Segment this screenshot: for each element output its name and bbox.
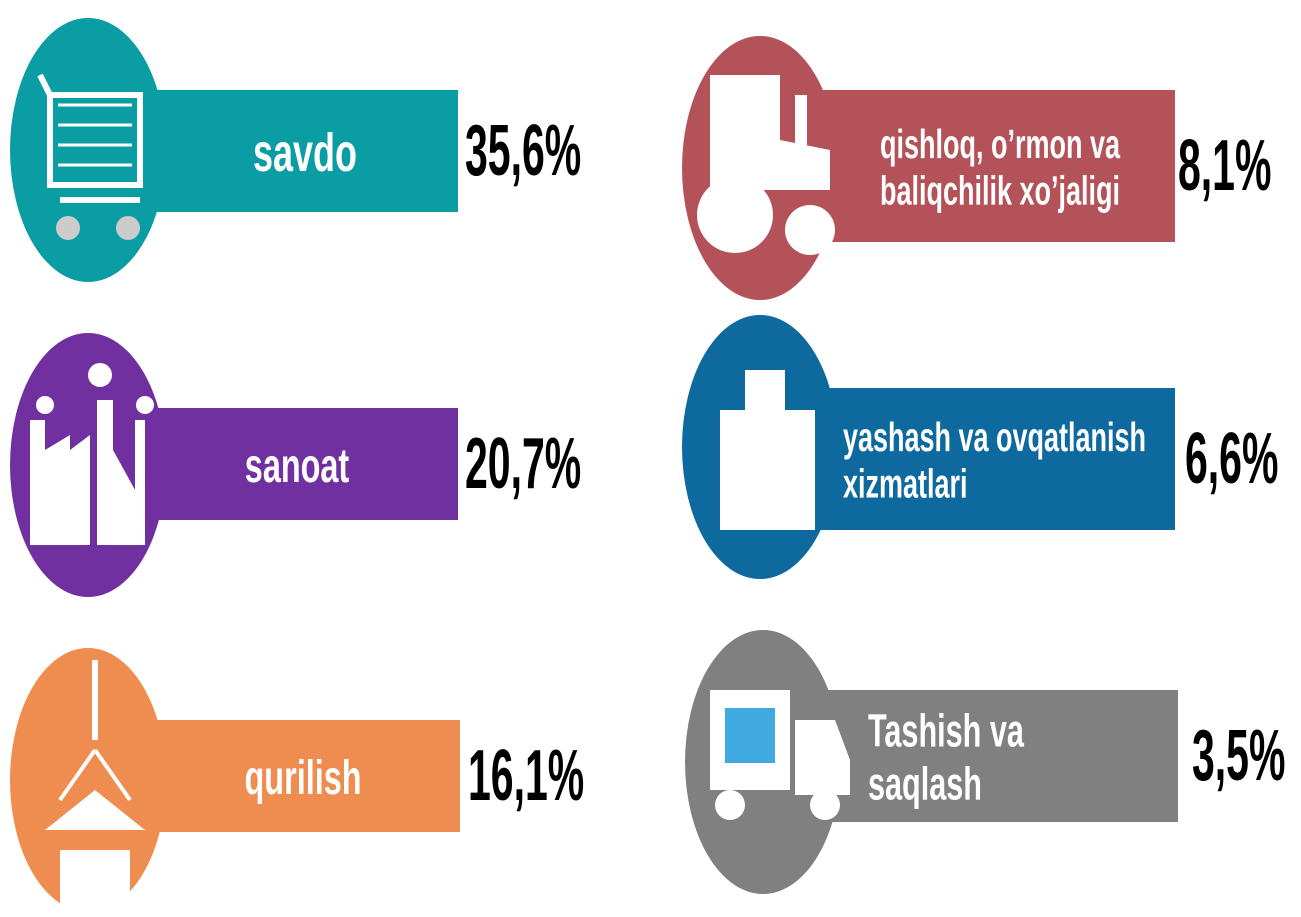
tractor-icon (697, 75, 835, 255)
sector-percent: 35,6% (465, 111, 581, 191)
crane-icon (45, 660, 145, 917)
sector-percent: 3,5% (1192, 716, 1285, 796)
sector-label: qishloq, o’rmon va (880, 122, 1121, 167)
cart-icon (37, 73, 143, 240)
sector-label: savdo (253, 122, 357, 183)
label-bar (150, 720, 460, 832)
sector-percent: 6,6% (1185, 419, 1278, 499)
icon-circle (10, 18, 166, 282)
sector-percent: 8,1% (1178, 126, 1271, 206)
sector-percent: 16,1% (468, 736, 584, 816)
sector-label: sanoat (245, 438, 350, 492)
truck-icon (710, 690, 850, 820)
sector-label: xizmatlari (843, 462, 968, 507)
sector-label: baliqchilik xo’jaligi (880, 169, 1120, 214)
sector-label: saqlash (868, 759, 982, 810)
hotel-icon (720, 370, 815, 530)
sector-label: yashash va ovqatlanish (843, 415, 1146, 460)
factory-icon (30, 363, 154, 545)
icon-circle (10, 648, 166, 912)
icons (30, 73, 850, 917)
label-bar (820, 388, 1175, 530)
label-bar (820, 690, 1178, 822)
sector-label: qurilish (245, 750, 362, 804)
sector-label: Tashish va (868, 707, 1024, 758)
label-bar (150, 90, 458, 212)
label-bar (820, 90, 1175, 242)
sector-percent: 20,7% (465, 424, 581, 504)
label-bar (150, 408, 458, 520)
